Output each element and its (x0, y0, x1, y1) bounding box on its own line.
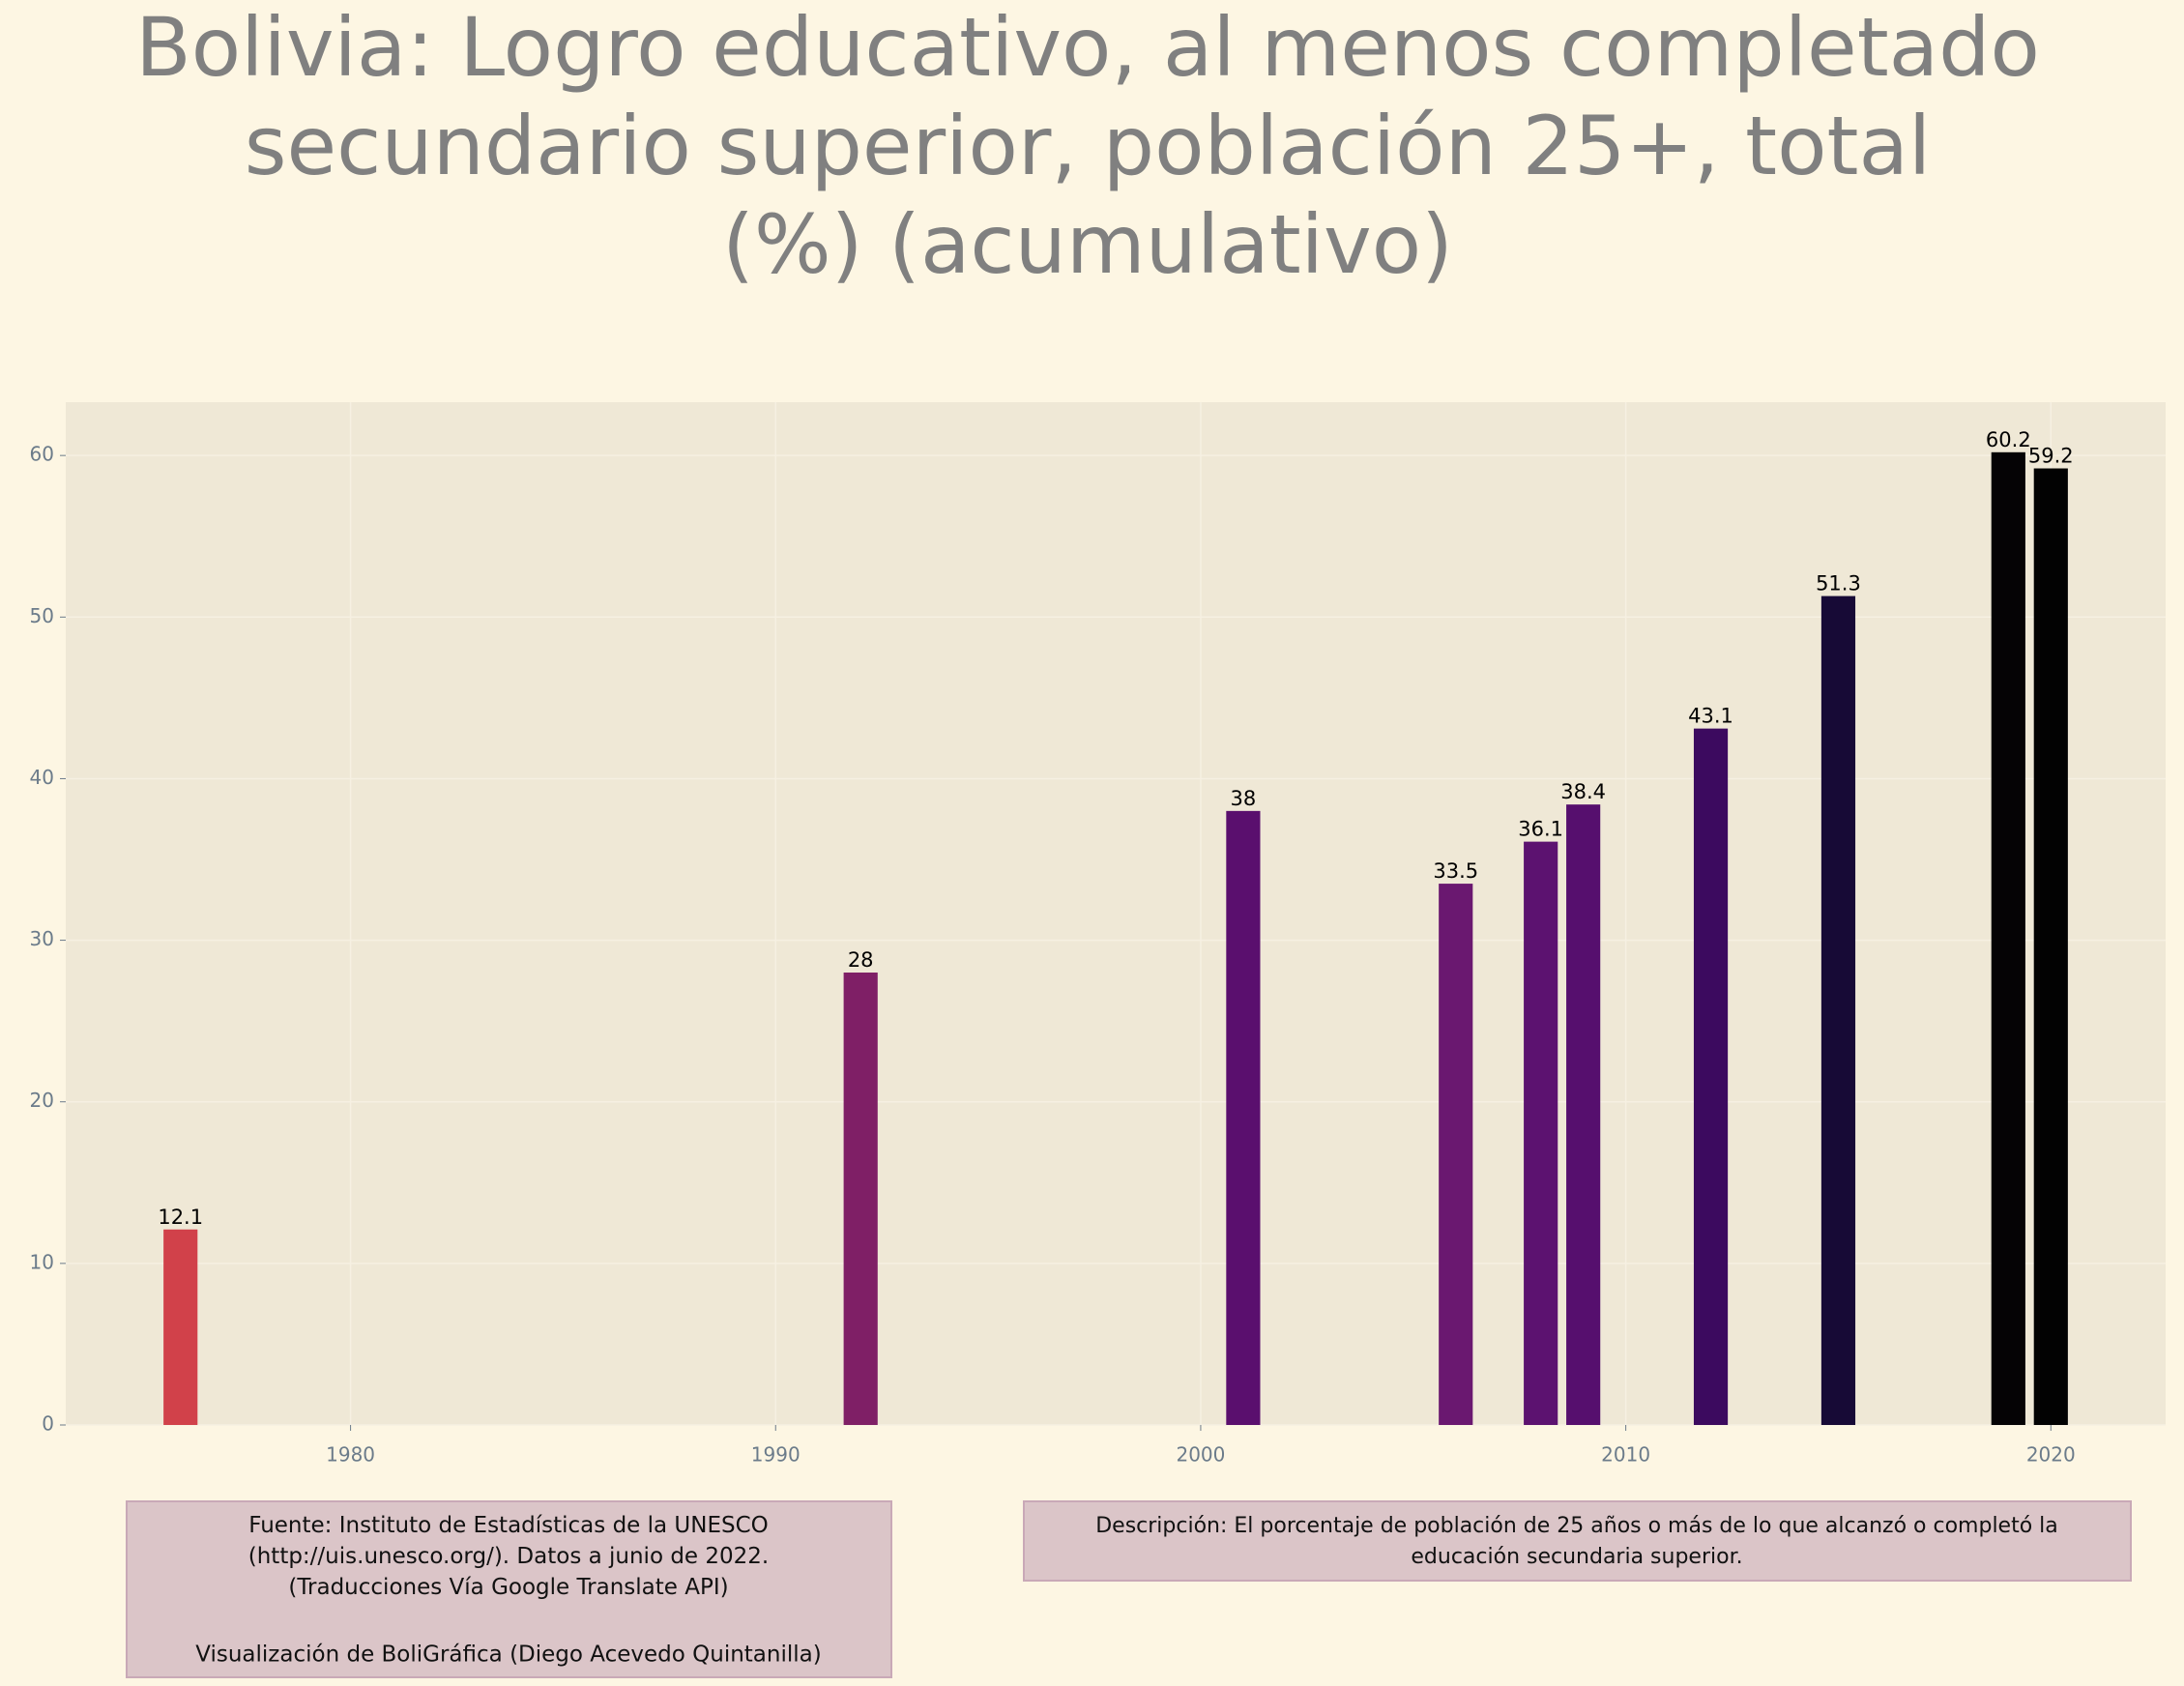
source-note: Fuente: Instituto de Estadísticas de la … (248, 1513, 770, 1600)
source-box (126, 1500, 892, 1678)
value-label: 38 (1231, 787, 1257, 810)
bar (1439, 884, 1473, 1425)
bar (1524, 841, 1558, 1425)
value-label: 43.1 (1688, 705, 1733, 728)
bar (1693, 728, 1729, 1425)
bar (1566, 804, 1601, 1425)
y-tick-label: 10 (30, 1250, 54, 1273)
value-label: 12.1 (158, 1206, 203, 1229)
bar (2033, 468, 2068, 1425)
y-tick-label: 40 (30, 766, 54, 789)
credit-note: Visualización de BoliGráfica (Diego Acev… (195, 1642, 821, 1668)
value-label: 33.5 (1433, 859, 1478, 883)
y-tick-label: 50 (30, 604, 54, 627)
bar (163, 1229, 198, 1425)
y-tick-label: 0 (42, 1412, 54, 1436)
bar (1226, 810, 1261, 1425)
value-label: 60.2 (1986, 428, 2031, 451)
y-tick-label: 20 (30, 1089, 54, 1112)
plot-area (66, 402, 2166, 1425)
x-tick-label: 2020 (2026, 1443, 2076, 1467)
x-tick-label: 2010 (1601, 1443, 1650, 1467)
y-tick-label: 30 (30, 927, 54, 950)
x-tick-label: 1980 (326, 1443, 375, 1467)
value-label: 51.3 (1816, 572, 1861, 596)
value-label: 28 (848, 948, 874, 972)
bar (843, 973, 878, 1425)
value-label: 59.2 (2028, 445, 2074, 468)
chart-title: Bolivia: Logro educativo, al menos compl… (135, 0, 2040, 292)
description-note: Descripción: El porcentaje de población … (1095, 1514, 2058, 1569)
x-tick-label: 2000 (1176, 1443, 1225, 1467)
value-label: 38.4 (1560, 780, 1606, 803)
y-tick-label: 60 (30, 443, 54, 466)
bar (1991, 451, 2025, 1425)
x-tick-label: 1990 (751, 1443, 801, 1467)
value-label: 36.1 (1518, 818, 1563, 841)
description-box (1023, 1500, 2132, 1582)
bar (1820, 596, 1856, 1425)
